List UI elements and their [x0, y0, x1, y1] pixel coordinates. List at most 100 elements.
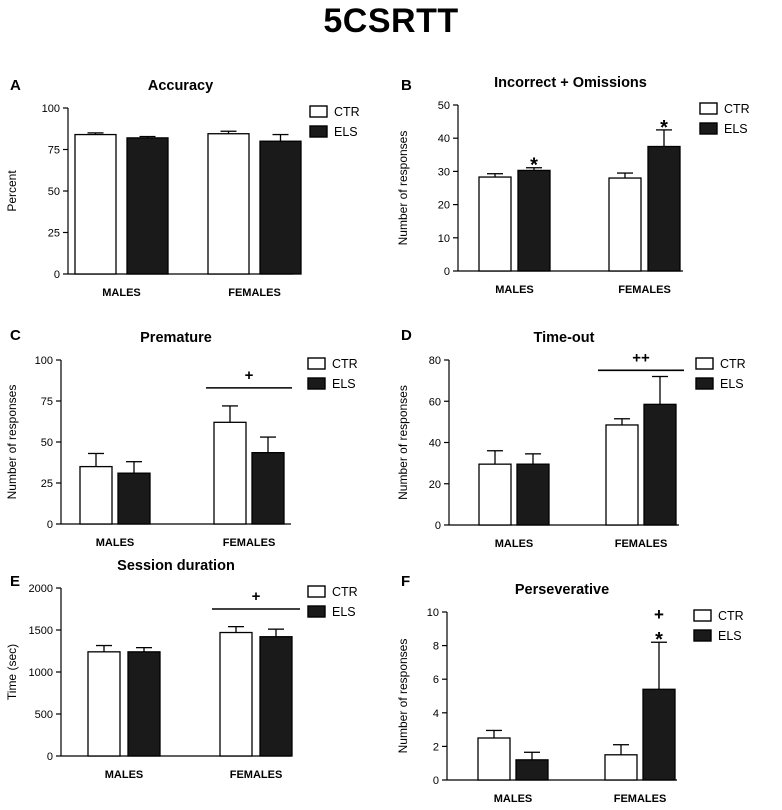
y-tick-label: 50	[41, 437, 53, 449]
y-tick-label: 75	[48, 145, 60, 157]
significance-marker: ++	[632, 349, 650, 366]
legend-swatch-ctr	[309, 105, 328, 118]
y-tick-label: 0	[444, 266, 450, 278]
chart-panel-d: D Time-out Number of responses 0 20 40 60 80 MAL…	[396, 327, 746, 550]
legend-label: CTR	[718, 609, 744, 623]
y-tick-label: 8	[433, 641, 439, 653]
chart-panel-f: F Perseverative Number of responses 0 2 4 6 8 10…	[396, 573, 744, 805]
legend-label: ELS	[334, 125, 358, 139]
y-tick-label: 0	[47, 519, 53, 531]
chart-panel-a: A Accuracy Percent 0 25 50 75 100 MALES FEMALES CT…	[5, 77, 360, 299]
y-tick-label: 6	[433, 674, 439, 686]
chart-title: Session duration	[117, 558, 235, 574]
bar-ctr	[79, 465, 113, 525]
bar-els	[643, 403, 677, 526]
significance-marker: +	[245, 367, 254, 384]
figure-title: 5CSRTT	[323, 2, 459, 40]
y-tick-label: 0	[47, 751, 53, 763]
chart-title: Accuracy	[148, 78, 213, 94]
bar-els	[516, 463, 550, 526]
panel-letter: E	[10, 573, 20, 590]
y-tick-label: 40	[438, 133, 450, 145]
legend-label: ELS	[332, 377, 356, 391]
x-category-label: FEMALES	[615, 538, 668, 550]
y-tick-label: 50	[48, 186, 60, 198]
x-category-label: MALES	[102, 287, 141, 299]
legend-swatch-els	[695, 377, 714, 390]
bar-els	[117, 472, 151, 525]
legend-swatch-els	[309, 125, 328, 138]
bar-ctr	[608, 177, 642, 272]
y-tick-label: 500	[35, 709, 53, 721]
legend-swatch-els	[307, 605, 326, 618]
chart-title: Incorrect + Omissions	[494, 75, 647, 91]
legend-swatch-ctr	[307, 585, 326, 598]
y-tick-label: 75	[41, 396, 53, 408]
legend-label: CTR	[720, 357, 746, 371]
x-category-label: MALES	[105, 769, 144, 781]
chart-title: Perseverative	[515, 582, 609, 598]
bar-ctr	[604, 754, 638, 781]
y-tick-label: 20	[429, 479, 441, 491]
legend-label: CTR	[332, 585, 358, 599]
y-axis-label: Time (sec)	[5, 644, 19, 700]
bar-els	[127, 651, 161, 757]
panel-letter: A	[10, 77, 21, 94]
bar-ctr	[213, 421, 247, 525]
y-tick-label: 2000	[29, 583, 53, 595]
bar-ctr	[87, 651, 121, 757]
chart-title: Time-out	[534, 330, 595, 346]
x-category-label: MALES	[494, 793, 533, 805]
legend-label: ELS	[724, 122, 748, 136]
panel-letter: F	[401, 573, 410, 590]
y-tick-label: 0	[433, 775, 439, 787]
chart-panel-b: B Incorrect + Omissions Number of response…	[396, 75, 750, 296]
y-tick-label: 0	[54, 269, 60, 281]
legend-swatch-els	[699, 122, 718, 135]
y-tick-label: 50	[438, 100, 450, 112]
legend-swatch-els	[693, 629, 712, 642]
legend-swatch-ctr	[307, 357, 326, 370]
significance-marker: *	[530, 155, 538, 177]
chart-title: Premature	[140, 330, 212, 346]
y-tick-label: 25	[48, 228, 60, 240]
bar-els	[515, 759, 549, 781]
significance-marker: +	[252, 588, 261, 605]
bar-ctr	[207, 133, 250, 275]
y-axis-label: Percent	[5, 170, 19, 212]
x-category-label: FEMALES	[223, 537, 276, 549]
bar-els	[259, 636, 293, 757]
legend-label: ELS	[720, 377, 744, 391]
legend-swatch-ctr	[695, 357, 714, 370]
legend-swatch-ctr	[699, 102, 718, 115]
x-category-label: FEMALES	[614, 793, 667, 805]
bar-els	[647, 145, 681, 272]
y-axis-label: Number of responses	[5, 385, 19, 500]
bar-els	[126, 137, 169, 275]
y-tick-label: 60	[429, 396, 441, 408]
x-category-label: FEMALES	[228, 287, 281, 299]
y-tick-label: 100	[35, 355, 53, 367]
y-tick-label: 30	[438, 166, 450, 178]
legend-label: CTR	[334, 105, 360, 119]
y-tick-label: 100	[42, 103, 60, 115]
y-tick-label: 2	[433, 741, 439, 753]
legend-label: CTR	[332, 357, 358, 371]
y-axis-label: Number of responses	[396, 639, 410, 754]
y-tick-label: 80	[429, 355, 441, 367]
x-category-label: MALES	[495, 284, 534, 296]
y-tick-label: 1000	[29, 667, 53, 679]
x-category-label: MALES	[96, 537, 135, 549]
panel-letter: C	[10, 327, 21, 344]
significance-marker: +	[654, 605, 664, 624]
bar-els	[251, 452, 285, 525]
x-category-label: FEMALES	[618, 284, 671, 296]
x-category-label: FEMALES	[230, 769, 283, 781]
y-tick-label: 4	[433, 708, 439, 720]
y-tick-label: 20	[438, 200, 450, 212]
chart-panel-c: C Premature Number of responses 0 25 50 75 100 M…	[5, 327, 358, 549]
y-axis-label: Number of responses	[396, 385, 410, 500]
panel-letter: D	[401, 327, 412, 344]
chart-panel-e: E Session duration Time (sec) 0 500 1000 1500 2…	[5, 558, 358, 781]
bar-els	[642, 688, 676, 781]
